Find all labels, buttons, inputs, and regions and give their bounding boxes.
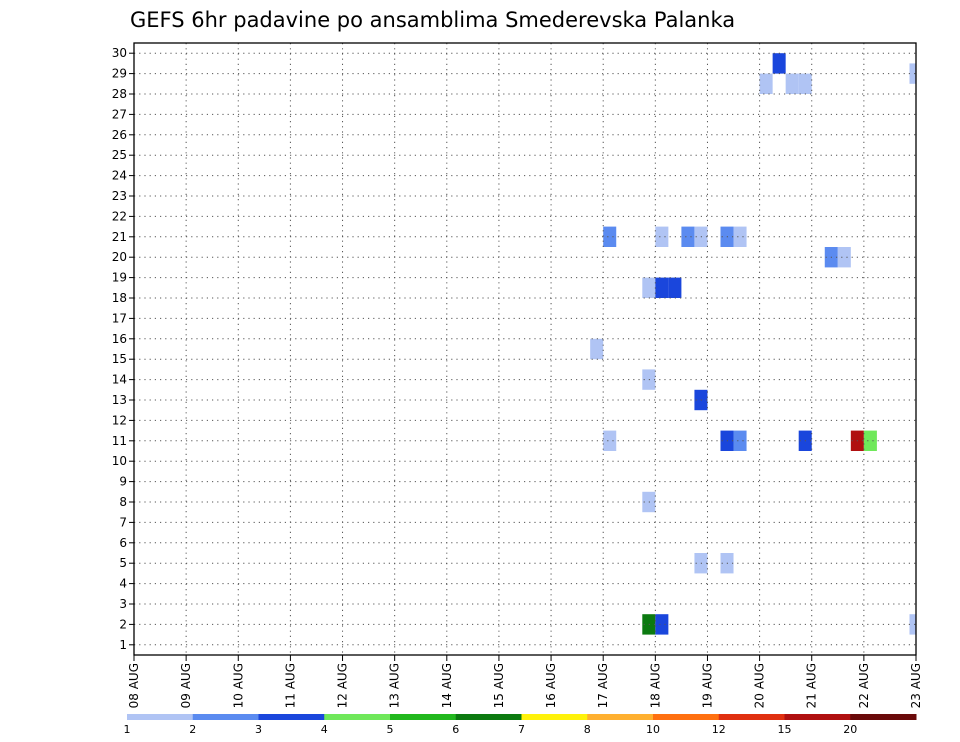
colorbar-label: 7: [518, 723, 525, 736]
colorbar-swatch: [587, 714, 654, 720]
y-tick-label: 25: [112, 148, 127, 162]
y-tick-label: 21: [112, 230, 127, 244]
x-tick-label: 12 AUG: [336, 663, 350, 708]
x-tick-label: 20 AUG: [753, 663, 767, 708]
y-tick-label: 15: [112, 352, 127, 366]
precip-cell: [603, 226, 617, 247]
x-tick-label: 22 AUG: [857, 663, 871, 708]
y-tick-label: 2: [119, 617, 127, 631]
y-tick-label: 14: [112, 373, 127, 387]
colorbar: 1 2 3 4 5 6 7 8 10 12 15 20: [124, 714, 917, 736]
precip-cell: [798, 73, 812, 94]
y-tick-label: 3: [119, 597, 127, 611]
precip-cell: [642, 277, 656, 298]
y-tick-label: 1: [119, 638, 127, 652]
colorbar-swatch: [455, 714, 522, 720]
precip-cell: [863, 430, 877, 451]
precip-cell: [681, 226, 695, 247]
y-tick-label: 16: [112, 332, 127, 346]
colorbar-swatch: [521, 714, 588, 720]
y-tick-label: 11: [112, 434, 127, 448]
y-tick-label: 8: [119, 495, 127, 509]
x-tick-label: 08 AUG: [127, 663, 141, 708]
x-tick-label: 11 AUG: [283, 663, 297, 708]
colorbar-label: 8: [584, 723, 591, 736]
plot-area: [133, 42, 917, 656]
x-tick-label: 17 AUG: [596, 663, 610, 708]
x-tick-label: 14 AUG: [440, 663, 454, 708]
y-tick-label: 19: [112, 271, 127, 285]
colorbar-swatch: [324, 714, 391, 720]
y-tick-label: 9: [119, 475, 127, 489]
y-tick-label: 22: [112, 209, 127, 223]
precip-cell: [668, 277, 682, 298]
y-tick-label: 17: [112, 311, 127, 325]
colorbar-label: 10: [646, 723, 660, 736]
colorbar-swatch: [718, 714, 785, 720]
colorbar-swatch: [390, 714, 457, 720]
precip-cell: [733, 226, 747, 247]
x-tick-label: 15 AUG: [492, 663, 506, 708]
y-tick-label: 4: [119, 577, 127, 591]
colorbar-swatch: [127, 714, 194, 720]
y-tick-label: 12: [112, 413, 127, 427]
x-tick-label: 13 AUG: [388, 663, 402, 708]
colorbar-label: 1: [124, 723, 131, 736]
colorbar-swatch: [784, 714, 851, 720]
colorbar-swatch: [850, 714, 917, 720]
precip-cell: [655, 614, 669, 635]
y-tick-label: 27: [112, 107, 127, 121]
colorbar-label: 5: [387, 723, 394, 736]
precip-cell: [655, 226, 669, 247]
x-tick-label: 16 AUG: [544, 663, 558, 708]
x-tick-label: 18 AUG: [648, 663, 662, 708]
x-axis: 08 AUG 09 AUG 10 AUG 11 AUG 12 AUG 13 AUG 14 A…: [127, 655, 923, 708]
colorbar-label: 6: [452, 723, 459, 736]
precip-cells: [590, 53, 916, 635]
colorbar-label: 12: [712, 723, 726, 736]
x-tick-label: 09 AUG: [179, 663, 193, 708]
y-tick-label: 24: [112, 169, 127, 183]
y-tick-label: 7: [119, 515, 127, 529]
x-tick-label: 19 AUG: [700, 663, 714, 708]
y-tick-label: 10: [112, 454, 127, 468]
y-tick-label: 28: [112, 87, 127, 101]
colorbar-label: 20: [843, 723, 857, 736]
chart-title: GEFS 6hr padavine po ansamblima Smederev…: [130, 8, 735, 32]
x-tick-label: 21 AUG: [805, 663, 819, 708]
colorbar-swatch: [258, 714, 325, 720]
precip-cell: [785, 73, 799, 94]
y-tick-label: 26: [112, 128, 127, 142]
precip-cell: [909, 63, 916, 84]
y-tick-label: 29: [112, 67, 127, 81]
y-tick-label: 23: [112, 189, 127, 203]
y-tick-label: 13: [112, 393, 127, 407]
colorbar-label: 3: [255, 723, 262, 736]
precip-cell: [655, 277, 669, 298]
y-tick-label: 6: [119, 536, 127, 550]
colorbar-label: 15: [778, 723, 792, 736]
precip-cell: [603, 430, 617, 451]
colorbar-swatch: [192, 714, 259, 720]
precip-cell: [837, 247, 851, 268]
y-axis: 1234567891011121314151617181920212223242…: [112, 46, 134, 652]
grid-lines: [133, 43, 917, 655]
colorbar-label: 4: [321, 723, 328, 736]
colorbar-label: 2: [189, 723, 196, 736]
precip-cell: [909, 614, 916, 635]
y-tick-label: 5: [119, 556, 127, 570]
precip-cell: [590, 338, 604, 360]
y-tick-label: 30: [112, 46, 127, 60]
x-tick-label: 10 AUG: [231, 663, 245, 708]
colorbar-swatch: [653, 714, 720, 720]
precip-cell: [733, 430, 747, 451]
x-tick-label: 23 AUG: [909, 663, 923, 708]
y-tick-label: 18: [112, 291, 127, 305]
y-tick-label: 20: [112, 250, 127, 264]
precip-cell: [772, 53, 786, 74]
precip-cell: [759, 73, 773, 94]
